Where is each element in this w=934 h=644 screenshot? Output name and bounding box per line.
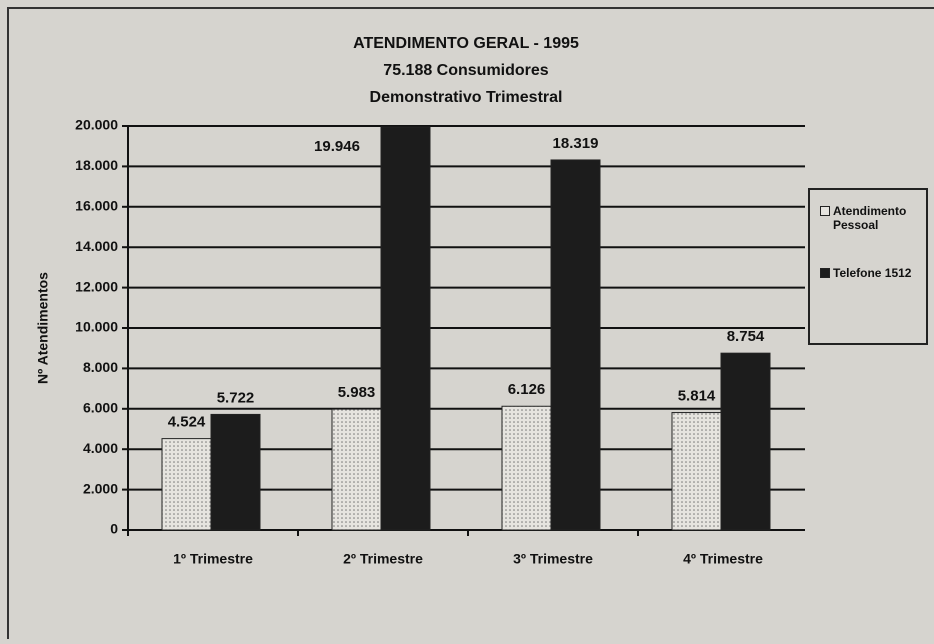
- value-label: 4.524: [168, 414, 206, 431]
- legend: Atendimento Pessoal Telefone 1512: [808, 188, 928, 345]
- bar: [671, 412, 722, 531]
- frame: [7, 7, 934, 644]
- bar: [161, 438, 212, 531]
- y-tick-label: 12.000: [75, 278, 118, 294]
- legend-item: Atendimento Pessoal: [820, 204, 922, 232]
- bar: [210, 413, 261, 531]
- y-tick-label: 10.000: [75, 319, 118, 335]
- value-label: 19.946: [314, 138, 360, 155]
- x-tick-label: 2º Trimestre: [343, 551, 423, 567]
- value-label: 5.722: [217, 389, 255, 406]
- y-tick-label: 4.000: [83, 440, 118, 456]
- bar: [501, 405, 552, 531]
- value-label: 18.319: [553, 135, 599, 152]
- value-label: 5.983: [338, 384, 376, 401]
- y-tick-label: 6.000: [83, 400, 118, 416]
- y-tick-label: 2.000: [83, 480, 118, 496]
- y-tick-label: 18.000: [75, 157, 118, 173]
- value-label: 5.814: [678, 388, 716, 405]
- chart-title: ATENDIMENTO GERAL - 1995: [353, 35, 579, 52]
- bar: [380, 126, 431, 531]
- value-label: 6.126: [508, 381, 546, 398]
- bar: [550, 159, 601, 531]
- y-tick-label: 14.000: [75, 238, 118, 254]
- chart-subtitle: 75.188 Consumidores: [383, 62, 549, 79]
- x-tick-label: 4º Trimestre: [683, 551, 763, 567]
- x-tick-label: 3º Trimestre: [513, 551, 593, 567]
- y-tick-label: 8.000: [83, 359, 118, 375]
- legend-label: Atendimento Pessoal: [833, 204, 907, 232]
- legend-swatch: [820, 206, 830, 216]
- y-tick-label: 20.000: [75, 117, 118, 133]
- bar: [331, 408, 382, 531]
- legend-swatch: [820, 268, 830, 278]
- value-label: 8.754: [727, 328, 765, 345]
- y-axis-label: Nº Atendimentos: [35, 272, 51, 384]
- y-tick-label: 0: [110, 521, 118, 537]
- chart-subtitle: Demonstrativo Trimestral: [370, 89, 563, 106]
- bar: [720, 352, 771, 531]
- y-tick-label: 16.000: [75, 198, 118, 214]
- legend-label: Telefone 1512: [833, 266, 912, 280]
- x-tick-label: 1º Trimestre: [173, 551, 253, 567]
- legend-item: Telefone 1512: [820, 266, 922, 280]
